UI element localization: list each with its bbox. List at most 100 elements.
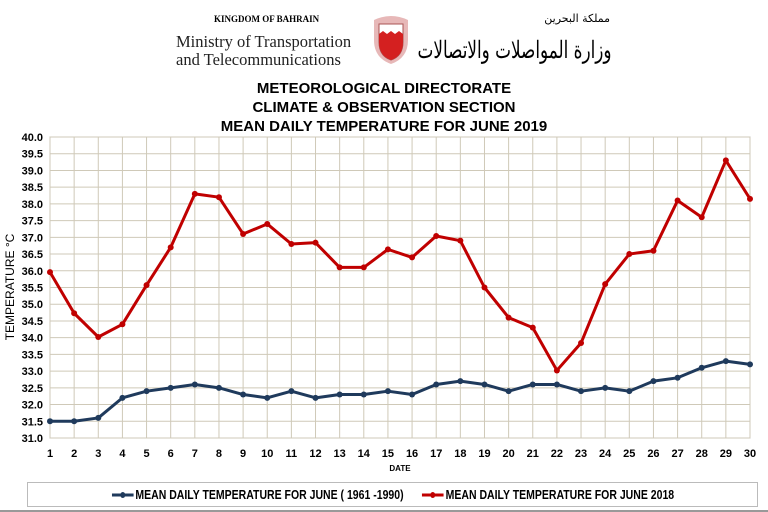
data-point-series-1 (433, 232, 440, 239)
data-point-series-0 (47, 418, 53, 425)
x-tick-label: 6 (168, 448, 174, 460)
x-tick-label: 7 (192, 448, 198, 460)
arabic-ministry-name: وزارة المواصلات والاتصالات (418, 36, 612, 64)
data-point-series-1 (143, 282, 150, 289)
data-point-series-1 (602, 281, 609, 288)
data-point-series-0 (674, 374, 681, 381)
y-tick-label: 31.0 (22, 433, 43, 445)
x-axis-label: DATE (389, 464, 411, 473)
data-point-series-1 (553, 367, 560, 374)
data-point-series-0 (650, 378, 657, 385)
y-tick-label: 35.5 (22, 283, 43, 295)
data-point-series-1 (47, 269, 53, 276)
x-tick-label: 9 (240, 448, 246, 460)
data-point-series-0 (71, 418, 78, 425)
x-tick-label: 24 (599, 448, 612, 460)
x-tick-label: 3 (95, 448, 101, 460)
data-point-series-1 (336, 264, 343, 271)
data-point-series-0 (288, 388, 295, 395)
legend-label-2018: MEAN DAILY TEMPERATURE FOR JUNE 2018 (445, 487, 674, 502)
data-point-series-0 (360, 391, 367, 398)
y-tick-label: 37.0 (22, 232, 43, 244)
ministry-name: Ministry of Transportation and Telecommu… (176, 33, 351, 69)
data-point-series-0 (312, 394, 319, 401)
y-tick-label: 33.5 (22, 349, 43, 361)
data-point-series-1 (215, 194, 222, 201)
data-point-series-0 (626, 388, 633, 395)
x-tick-label: 23 (575, 448, 587, 460)
data-point-series-0 (143, 388, 150, 395)
y-tick-label: 31.5 (22, 416, 43, 428)
x-tick-label: 19 (478, 448, 490, 460)
y-tick-label: 38.0 (22, 199, 43, 211)
data-point-series-0 (215, 384, 222, 391)
x-tick-label: 2 (71, 448, 77, 460)
legend: MEAN DAILY TEMPERATURE FOR JUNE ( 1961 -… (27, 482, 758, 507)
legend-item-baseline: MEAN DAILY TEMPERATURE FOR JUNE ( 1961 -… (111, 488, 403, 502)
kingdom-label: KINGDOM OF BAHRAIN (214, 14, 320, 24)
data-point-series-0 (167, 384, 174, 391)
x-tick-label: 5 (143, 448, 149, 460)
data-point-series-0 (722, 358, 729, 365)
x-tick-label: 13 (334, 448, 346, 460)
y-tick-label: 39.0 (22, 165, 43, 177)
x-tick-label: 29 (720, 448, 732, 460)
y-tick-label: 40.0 (22, 132, 43, 144)
chart-title-line-3: MEAN DAILY TEMPERATURE FOR JUNE 2019 (220, 118, 548, 135)
y-tick-label: 35.0 (22, 299, 43, 311)
chart-title-line-2: CLIMATE & OBSERVATION SECTION (252, 99, 516, 116)
data-point-series-0 (505, 388, 512, 395)
data-point-series-0 (409, 391, 416, 398)
data-point-series-1 (457, 237, 464, 244)
data-point-series-1 (384, 246, 391, 253)
x-tick-label: 16 (406, 448, 418, 460)
data-point-series-1 (578, 340, 585, 347)
data-point-series-1 (698, 214, 705, 221)
series-line-1 (48, 158, 752, 372)
data-point-series-0 (95, 414, 102, 421)
y-tick-label: 37.5 (22, 216, 43, 228)
legend-item-2018: MEAN DAILY TEMPERATURE FOR JUNE 2018 (421, 487, 674, 502)
x-tick-label: 21 (527, 448, 539, 460)
x-tick-label: 4 (119, 448, 126, 460)
data-point-series-0 (433, 381, 440, 388)
data-point-series-1 (626, 251, 633, 258)
data-point-series-1 (674, 197, 681, 204)
ministry-line-1: Ministry of Transportation (176, 32, 352, 51)
y-tick-label: 34.0 (22, 333, 43, 345)
legend-label-baseline: MEAN DAILY TEMPERATURE FOR JUNE ( 1961 -… (134, 487, 404, 502)
arabic-ministry-box: وزارة المواصلات والاتصالات (418, 36, 612, 70)
x-tick-label: 26 (647, 448, 659, 460)
bahrain-emblem-icon (374, 16, 408, 64)
data-point-series-1 (747, 195, 753, 202)
x-tick-label: 28 (696, 448, 708, 460)
x-tick-label: 1 (47, 448, 53, 460)
data-point-series-0 (240, 391, 247, 398)
x-tick-label: 11 (286, 448, 298, 460)
data-point-series-1 (191, 190, 198, 197)
data-point-series-1 (529, 324, 536, 331)
arabic-kingdom-label: مملكة البحرين (544, 12, 610, 25)
data-point-series-1 (71, 310, 78, 317)
x-tick-label: 25 (623, 448, 635, 460)
x-tick-label: 8 (216, 448, 222, 460)
data-point-series-0 (553, 381, 560, 388)
data-point-series-1 (167, 244, 174, 251)
data-point-series-1 (722, 157, 729, 164)
y-tick-label: 36.0 (22, 266, 43, 278)
y-tick-label: 33.0 (22, 366, 43, 378)
y-tick-label: 32.5 (22, 383, 43, 395)
legend-marker-baseline-icon (111, 491, 134, 498)
data-point-series-0 (481, 381, 488, 388)
ministry-line-2: and Telecommunications (176, 50, 341, 69)
data-point-series-0 (457, 378, 464, 385)
x-tick-label: 17 (430, 448, 442, 460)
y-tick-label: 34.5 (22, 316, 43, 328)
x-tick-label: 30 (744, 448, 756, 460)
data-point-series-0 (602, 384, 609, 391)
x-tick-label: 14 (358, 448, 371, 460)
data-point-series-1 (95, 333, 102, 340)
data-point-series-1 (360, 264, 367, 271)
data-point-series-1 (264, 220, 271, 227)
data-point-series-1 (119, 321, 126, 328)
